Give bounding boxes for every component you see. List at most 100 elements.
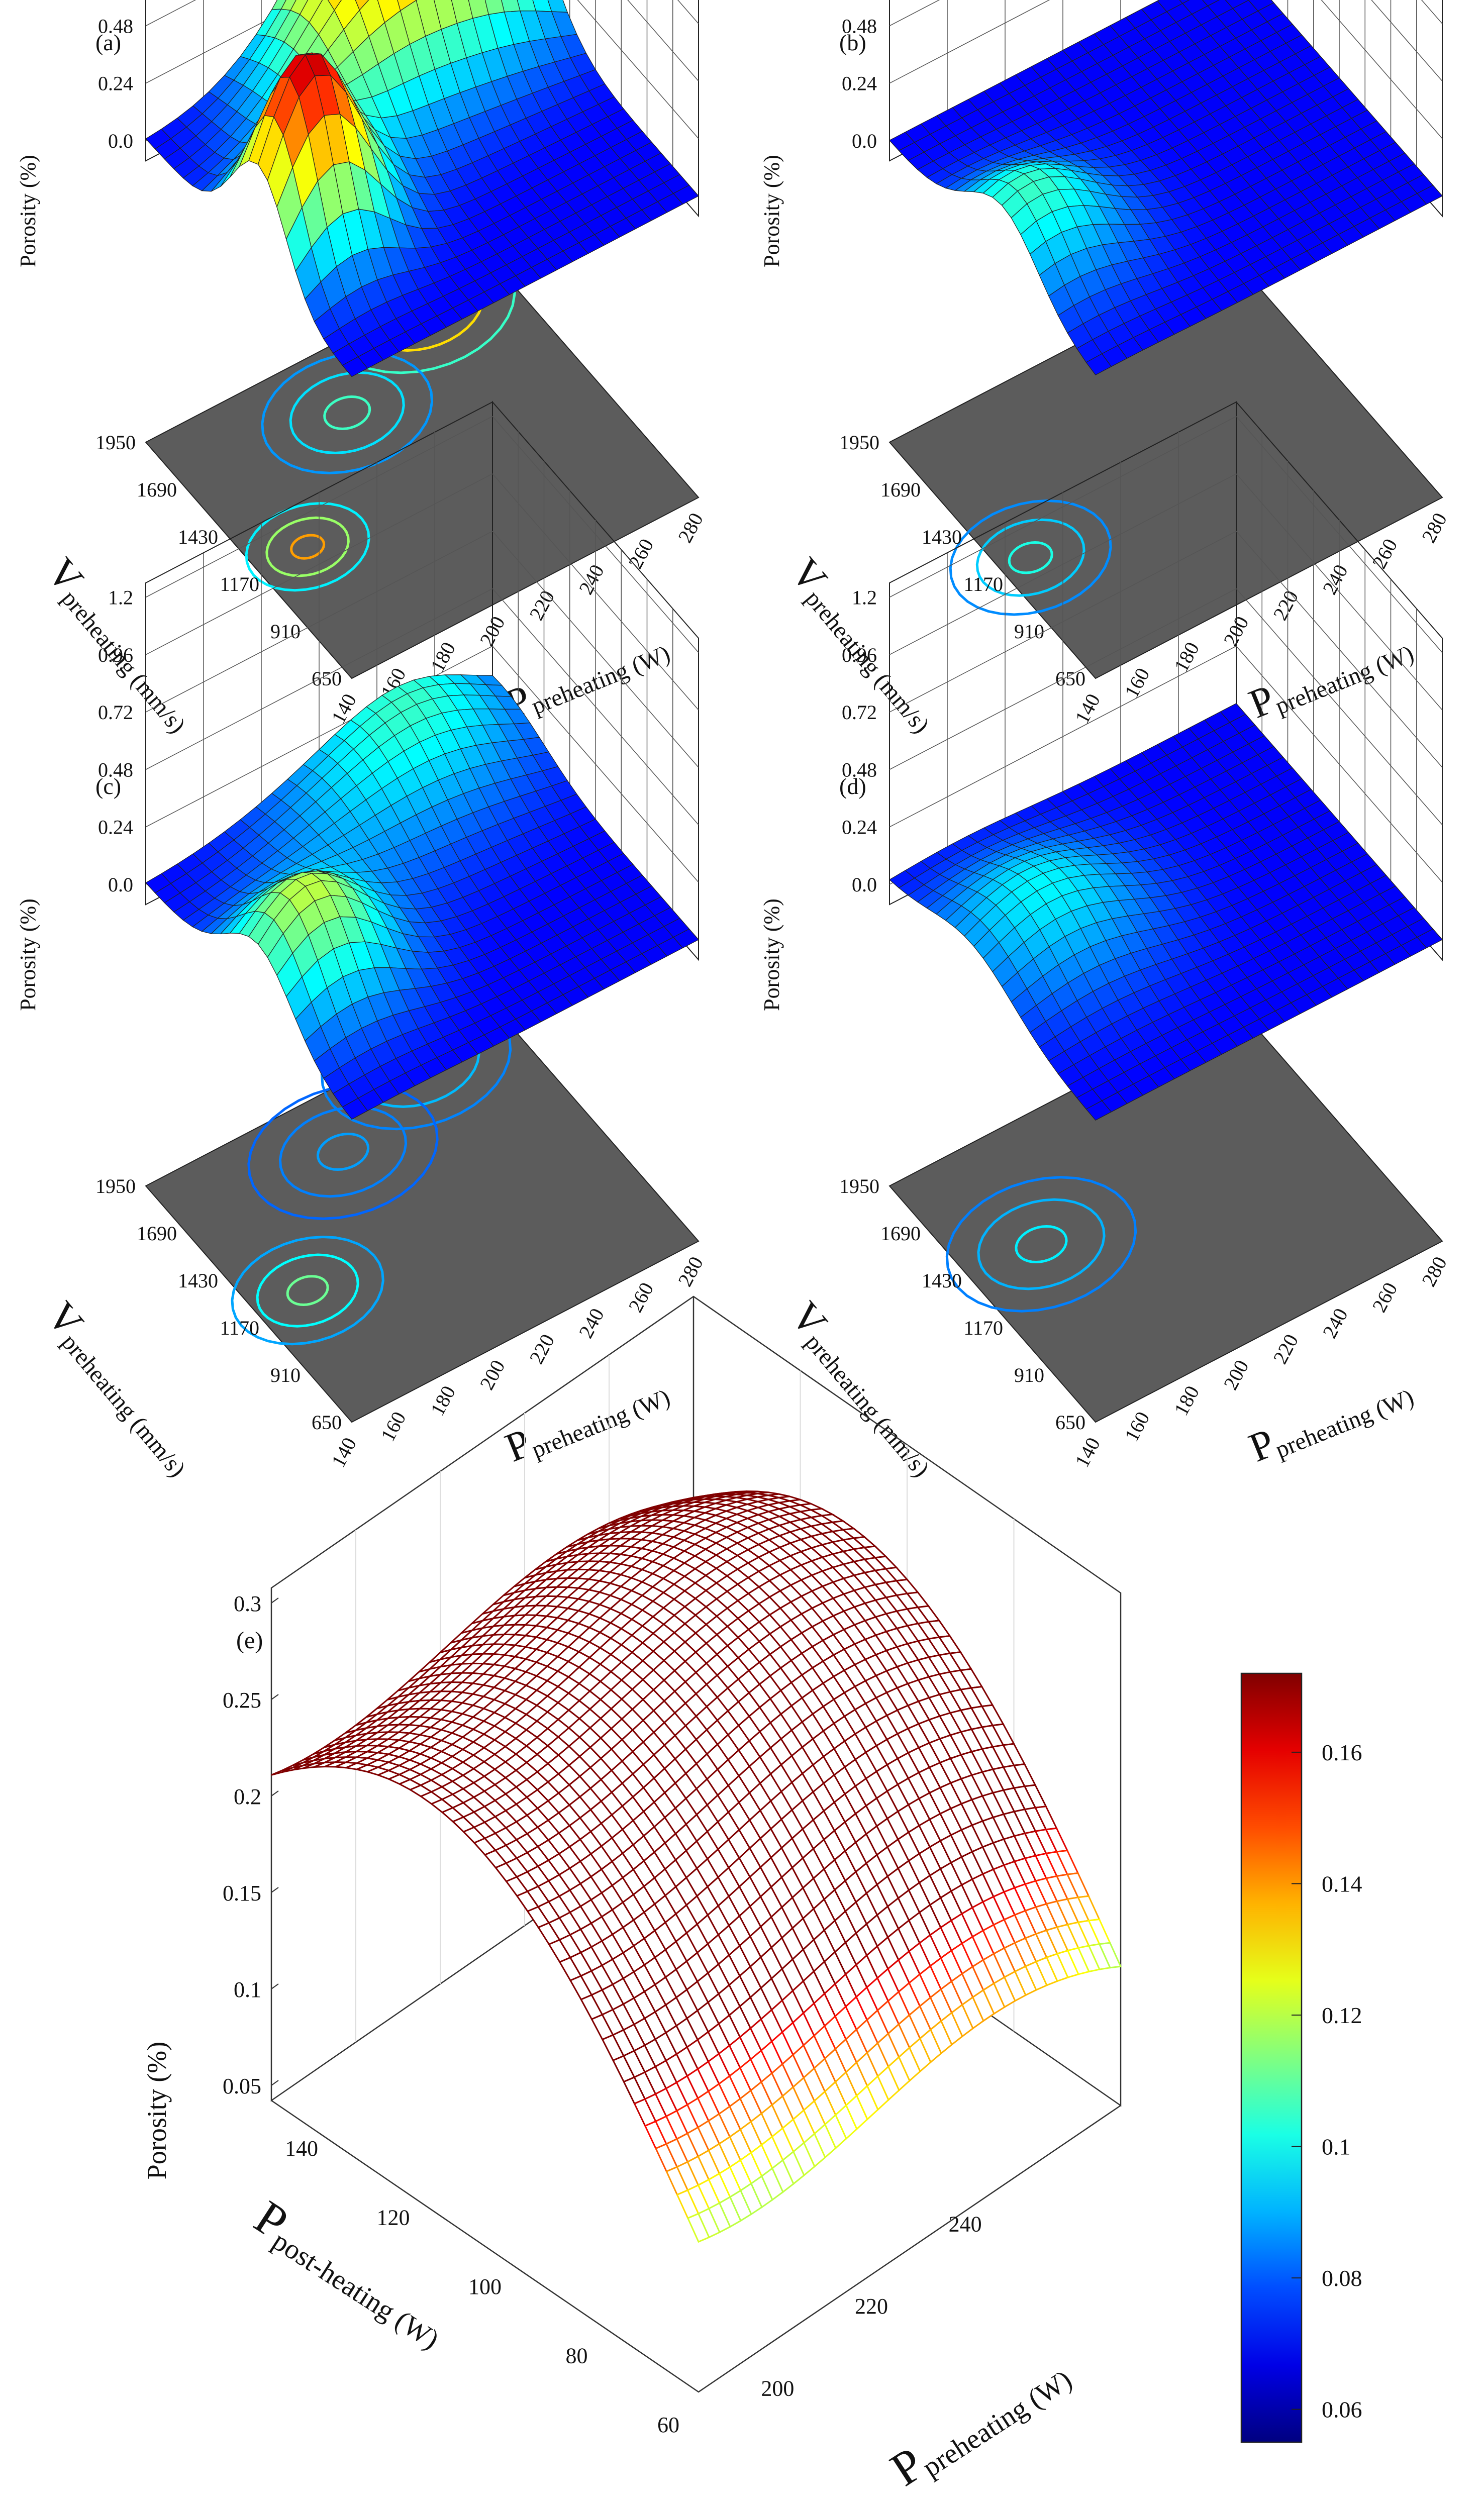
z-tick-mark (271, 2080, 279, 2086)
x-axis-label-sub: preheating (W) (528, 640, 673, 720)
x-axis-label: Ppreheating (W) (1243, 1365, 1418, 1472)
z-tick-label: 0.24 (98, 816, 133, 839)
colorbar-tick-label: 0.08 (1322, 2265, 1362, 2291)
y-axis-label: Vpreheating (mm/s) (37, 1293, 207, 1482)
surface-mesh (271, 1490, 1122, 2243)
surface-mesh (145, 674, 699, 1120)
x-tick-label: 240 (574, 1305, 609, 1342)
y-tick-label: 1690 (137, 478, 177, 501)
panel-b: 0.00.240.480.720.961.2140160180200220240… (759, 0, 1451, 738)
z-tick-label: 1.2 (108, 586, 133, 609)
z-axis-label: Porosity (%) (759, 155, 784, 267)
y-tick-label: 1170 (963, 573, 1003, 595)
z-tick-label: 1.2 (852, 586, 877, 609)
z-tick-label: 0.0 (852, 873, 877, 896)
y-tick-label: 1430 (922, 526, 962, 548)
surface-mesh (145, 0, 699, 377)
z-tick-label: 0.96 (98, 644, 133, 666)
z-tick-label: 0.48 (98, 15, 133, 37)
x-tick-label: 280 (673, 509, 708, 546)
y-tick-label: 1950 (839, 431, 879, 454)
z-grid-line (145, 531, 493, 713)
x-tick-label: 160 (1120, 664, 1154, 702)
x-axis-label-sub: preheating (W) (1271, 640, 1417, 720)
floor-contour-line (286, 1275, 329, 1307)
z-tick-label: 0.48 (842, 15, 877, 37)
y-tick-label: 220 (855, 2294, 888, 2319)
y-axis-label-sub: preheating (mm/s) (800, 1329, 935, 1482)
x-tick-label: 160 (1120, 1408, 1154, 1445)
floor-contour-line (256, 1253, 359, 1328)
y-tick-label: 1170 (220, 1317, 259, 1339)
x-tick-label: 220 (525, 1330, 559, 1367)
x-tick-label: 260 (624, 535, 658, 572)
x-tick-label: 140 (1070, 1434, 1105, 1471)
y-tick-label: 650 (1055, 667, 1085, 690)
x-tick-label: 180 (426, 1382, 460, 1419)
floor-contour-line (290, 534, 326, 560)
surface-cell (327, 0, 342, 11)
y-tick-label: 650 (312, 667, 342, 690)
panel-label: (a) (95, 30, 121, 55)
panel-label: (d) (839, 773, 866, 799)
z-tick-mark (271, 1887, 279, 1893)
y-axis-label-main: V (38, 1293, 92, 1345)
floor-contour-line (265, 516, 350, 577)
z-grid-line (492, 531, 699, 768)
z-grid-line (145, 0, 307, 84)
y-axis-label-main: V (782, 1293, 836, 1345)
z-axis-label: Porosity (%) (16, 155, 40, 267)
panel-e: 0.05 0.1 0.15 0.2 0.25 0.3 140 120 100 80 60 200 220… (142, 1295, 1122, 2498)
z-grid-line (627, 0, 699, 81)
x-tick-label: 140 (327, 1434, 361, 1471)
x-tick-label: 120 (377, 2206, 410, 2230)
x-tick-label: 220 (525, 586, 559, 624)
floor-contour-line (323, 395, 371, 430)
surface-cell (673, 184, 699, 205)
x-tick-label: 280 (1417, 509, 1451, 546)
y-tick-label: 650 (1055, 1411, 1085, 1434)
z-axis-label: Porosity (%) (142, 2042, 172, 2179)
z-tick-label: 0.2 (234, 1784, 261, 1809)
x-tick-label: 80 (566, 2344, 588, 2368)
surface-cell (355, 0, 369, 11)
y-axis-label: Ppreheating (W) (881, 2343, 1077, 2498)
floor-contour-line (1008, 541, 1053, 574)
y-axis-label: Vpreheating (mm/s) (781, 1293, 950, 1482)
z-tick-label: 0.25 (223, 1688, 261, 1713)
x-tick-label: 200 (1219, 1356, 1253, 1393)
y-axis-label-sub: preheating (W) (917, 2364, 1077, 2483)
z-tick-mark (271, 1983, 279, 1989)
colorbar-tick-label: 0.12 (1322, 2003, 1362, 2028)
x-tick-label: 240 (1318, 561, 1352, 598)
y-tick-label: 240 (949, 2212, 982, 2237)
z-tick-label: 0.3 (234, 1591, 261, 1616)
x-tick-label: 200 (475, 1356, 510, 1393)
y-tick-label: 1170 (220, 573, 259, 595)
panel-label: (e) (236, 1627, 263, 1654)
y-tick-label: 1430 (178, 526, 218, 548)
x-axis-label-sub: preheating (W) (1271, 1384, 1417, 1463)
x-tick-label: 260 (1367, 535, 1402, 572)
x-tick-label: 240 (1318, 1305, 1352, 1342)
z-grid-line (1371, 0, 1443, 81)
y-axis-label-sub: preheating (mm/s) (56, 1329, 191, 1482)
surface-mesh (889, 0, 1443, 375)
z-tick-label: 0.24 (842, 816, 877, 839)
x-tick-label: 220 (1268, 1330, 1303, 1367)
y-tick-label: 1950 (95, 431, 136, 454)
z-axis-label: Porosity (%) (16, 898, 40, 1011)
z-grid-line (145, 416, 493, 598)
panel-label: (b) (839, 30, 866, 55)
z-grid-line (492, 416, 699, 653)
z-axis-label: Porosity (%) (759, 898, 784, 1011)
y-tick-label: 1950 (95, 1175, 136, 1197)
panel-a: 0.00.240.480.720.961.2140160180200220240… (16, 0, 708, 738)
colorbar: 0.06 0.08 0.1 0.12 0.14 0.16 (1240, 1672, 1362, 2443)
floor-contour-line (949, 499, 1112, 616)
y-tick-label: 910 (1014, 1364, 1044, 1386)
z-tick-label: 0.72 (98, 701, 133, 724)
colorbar-tick-label: 0.16 (1322, 1740, 1362, 1765)
y-tick-label: 1690 (880, 1222, 921, 1245)
